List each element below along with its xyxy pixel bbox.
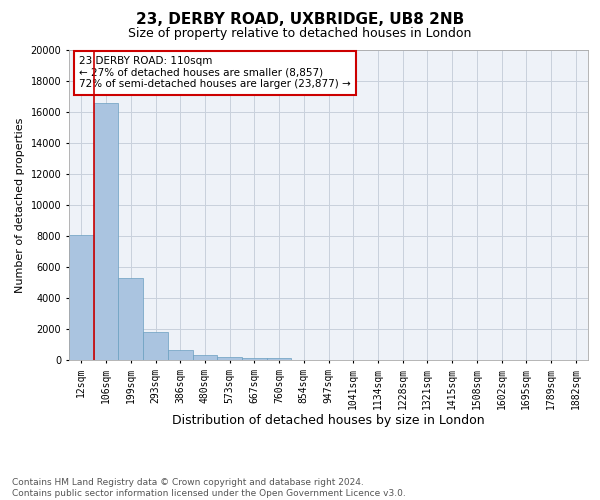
Y-axis label: Number of detached properties: Number of detached properties	[15, 118, 25, 292]
Text: Size of property relative to detached houses in London: Size of property relative to detached ho…	[128, 28, 472, 40]
Bar	[118, 278, 143, 360]
Bar	[69, 235, 94, 360]
Bar	[143, 332, 168, 360]
Bar	[193, 356, 217, 360]
Bar	[242, 358, 267, 360]
Bar	[217, 356, 242, 360]
Text: 23, DERBY ROAD, UXBRIDGE, UB8 2NB: 23, DERBY ROAD, UXBRIDGE, UB8 2NB	[136, 12, 464, 28]
Bar	[168, 350, 193, 360]
Bar	[94, 104, 118, 360]
Bar	[267, 358, 292, 360]
X-axis label: Distribution of detached houses by size in London: Distribution of detached houses by size …	[172, 414, 485, 428]
Text: Contains HM Land Registry data © Crown copyright and database right 2024.
Contai: Contains HM Land Registry data © Crown c…	[12, 478, 406, 498]
Text: 23 DERBY ROAD: 110sqm
← 27% of detached houses are smaller (8,857)
72% of semi-d: 23 DERBY ROAD: 110sqm ← 27% of detached …	[79, 56, 351, 90]
